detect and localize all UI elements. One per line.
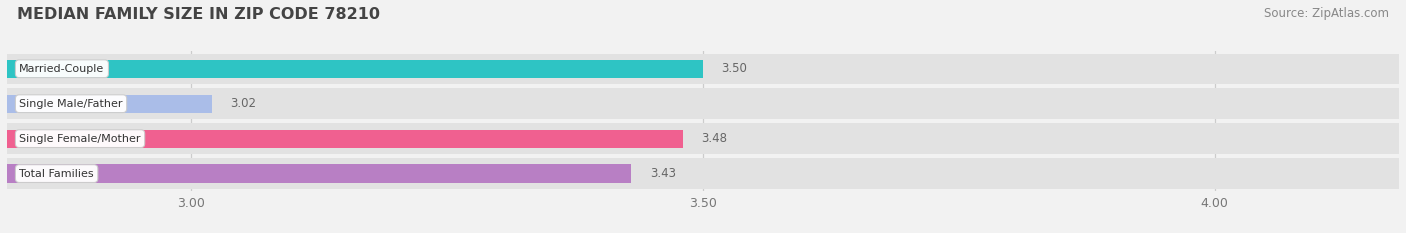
Bar <box>7 123 1399 154</box>
Bar <box>7 54 1399 84</box>
Text: MEDIAN FAMILY SIZE IN ZIP CODE 78210: MEDIAN FAMILY SIZE IN ZIP CODE 78210 <box>17 7 380 22</box>
Text: 3.48: 3.48 <box>702 132 727 145</box>
Bar <box>7 89 1399 119</box>
Text: 3.43: 3.43 <box>650 167 676 180</box>
Text: Married-Couple: Married-Couple <box>20 64 104 74</box>
Text: Single Male/Father: Single Male/Father <box>20 99 122 109</box>
Bar <box>7 95 212 113</box>
Text: Total Families: Total Families <box>20 169 94 178</box>
Bar <box>7 164 631 183</box>
Text: 3.02: 3.02 <box>231 97 256 110</box>
Bar <box>7 130 682 148</box>
Text: Source: ZipAtlas.com: Source: ZipAtlas.com <box>1264 7 1389 20</box>
Text: 3.50: 3.50 <box>721 62 748 75</box>
Bar <box>7 158 1399 189</box>
Bar <box>7 60 703 78</box>
Text: Single Female/Mother: Single Female/Mother <box>20 134 141 144</box>
